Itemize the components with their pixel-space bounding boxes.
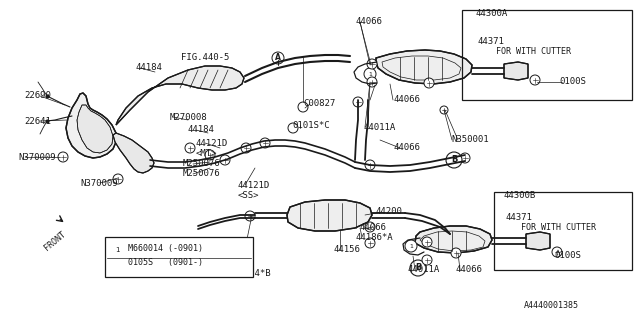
Circle shape <box>241 143 251 153</box>
Text: 1: 1 <box>368 71 372 76</box>
Circle shape <box>422 237 432 247</box>
Polygon shape <box>116 66 244 125</box>
Text: FIG.440-5: FIG.440-5 <box>181 52 229 61</box>
Text: 44186*A: 44186*A <box>355 233 392 242</box>
Text: B: B <box>451 156 457 164</box>
Text: 22690: 22690 <box>24 92 51 100</box>
Circle shape <box>364 68 376 80</box>
Text: N350001: N350001 <box>451 135 488 145</box>
Text: 44011A: 44011A <box>363 123 396 132</box>
Text: 44011A: 44011A <box>408 266 440 275</box>
Text: 44184: 44184 <box>136 63 163 73</box>
Text: M270008: M270008 <box>170 113 207 122</box>
Text: M660014 (-0901): M660014 (-0901) <box>128 244 203 252</box>
Circle shape <box>367 59 377 69</box>
Circle shape <box>424 78 434 88</box>
Bar <box>494 192 632 270</box>
Text: M250076: M250076 <box>183 159 221 169</box>
Text: FRONT: FRONT <box>42 230 67 253</box>
Text: FOR WITH CUTTER: FOR WITH CUTTER <box>521 223 596 233</box>
Circle shape <box>365 222 375 232</box>
Text: N370009: N370009 <box>80 179 118 188</box>
Circle shape <box>58 152 68 162</box>
Text: 22641: 22641 <box>24 116 51 125</box>
Text: 1: 1 <box>409 244 413 249</box>
Circle shape <box>530 75 540 85</box>
Text: 44200: 44200 <box>375 207 402 217</box>
Circle shape <box>205 150 215 160</box>
Text: N370009: N370009 <box>18 153 56 162</box>
Text: 44066: 44066 <box>393 143 420 153</box>
Circle shape <box>422 255 432 265</box>
Text: 44066: 44066 <box>456 266 483 275</box>
Polygon shape <box>376 50 472 84</box>
Circle shape <box>353 97 363 107</box>
Circle shape <box>111 244 123 256</box>
Circle shape <box>446 152 462 168</box>
Circle shape <box>272 52 284 64</box>
Circle shape <box>365 160 375 170</box>
Polygon shape <box>287 200 372 231</box>
Text: 44300A: 44300A <box>475 10 508 19</box>
Bar <box>105 237 253 277</box>
Circle shape <box>288 123 298 133</box>
Circle shape <box>367 77 377 87</box>
Text: 0105S   (0901-): 0105S (0901-) <box>128 259 203 268</box>
Text: 44371: 44371 <box>506 212 533 221</box>
Circle shape <box>220 155 230 165</box>
Text: 44121D: 44121D <box>238 180 270 189</box>
Text: 44066: 44066 <box>393 95 420 105</box>
Text: 1: 1 <box>115 247 119 253</box>
Circle shape <box>185 143 195 153</box>
Text: <MT>: <MT> <box>196 148 218 157</box>
Text: A: A <box>275 53 281 62</box>
Circle shape <box>245 211 255 221</box>
Circle shape <box>260 138 270 148</box>
Text: 44371: 44371 <box>478 37 505 46</box>
Circle shape <box>460 153 470 163</box>
Bar <box>462 10 632 100</box>
Text: 44184: 44184 <box>188 125 215 134</box>
Text: <SS>: <SS> <box>238 190 259 199</box>
Text: 44284*B: 44284*B <box>234 268 271 277</box>
Circle shape <box>113 174 123 184</box>
Text: C00827: C00827 <box>303 100 335 108</box>
Text: 44066: 44066 <box>360 222 387 231</box>
Polygon shape <box>415 226 492 253</box>
Circle shape <box>208 256 224 272</box>
Text: B: B <box>415 263 421 273</box>
Polygon shape <box>504 62 528 80</box>
Text: 0100S: 0100S <box>554 251 581 260</box>
Text: 0101S*C: 0101S*C <box>292 121 330 130</box>
Circle shape <box>451 248 461 258</box>
Circle shape <box>410 260 426 276</box>
Text: FOR WITH CUTTER: FOR WITH CUTTER <box>496 47 571 57</box>
Circle shape <box>298 102 308 112</box>
Circle shape <box>405 240 417 252</box>
Polygon shape <box>526 232 550 250</box>
Polygon shape <box>66 93 116 158</box>
Text: 44300B: 44300B <box>503 191 535 201</box>
Circle shape <box>440 106 448 114</box>
Text: 44066: 44066 <box>356 18 383 27</box>
Text: 0100S: 0100S <box>559 77 586 86</box>
Text: A4440001385: A4440001385 <box>524 300 579 309</box>
Circle shape <box>365 238 375 248</box>
Polygon shape <box>113 133 154 173</box>
Polygon shape <box>77 105 113 153</box>
Text: A: A <box>212 260 220 268</box>
Circle shape <box>552 247 562 257</box>
Text: M250076: M250076 <box>183 170 221 179</box>
Text: 44121D: 44121D <box>196 139 228 148</box>
Text: 44156: 44156 <box>333 245 360 254</box>
